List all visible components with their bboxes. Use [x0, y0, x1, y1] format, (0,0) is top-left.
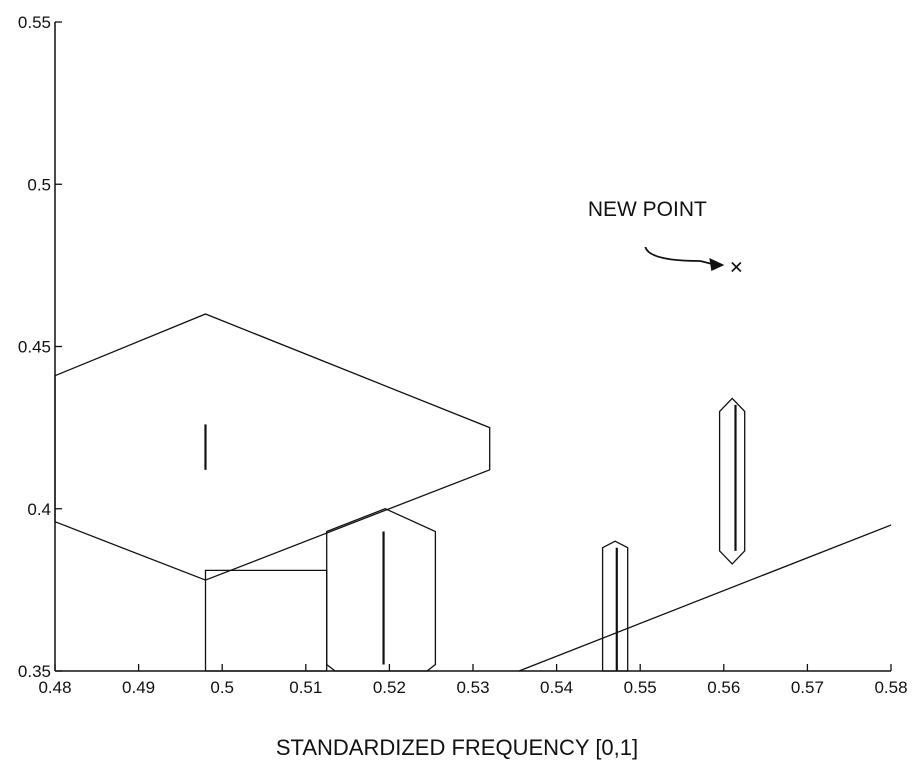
new-point-annotation: NEW POINT — [588, 198, 742, 273]
new-point-label: NEW POINT — [588, 198, 707, 221]
x-tick-label: 0.56 — [707, 678, 740, 697]
x-tick-label: 0.49 — [122, 678, 155, 697]
y-tick-label: 0.5 — [27, 175, 51, 194]
hexagon-region — [54, 313, 491, 581]
x-tick-label: 0.53 — [456, 678, 489, 697]
rectangle-region — [204, 569, 328, 672]
x-tick-label: 0.54 — [540, 678, 573, 697]
x-tick-label: 0.58 — [874, 678, 907, 697]
region-center-segments — [204, 404, 737, 671]
y-tick-label: 0.4 — [27, 500, 51, 519]
new-point-x-stroke — [731, 261, 742, 273]
y-tick-label: 0.45 — [18, 338, 51, 357]
new-point-arrow — [644, 246, 715, 266]
boundary-line — [518, 524, 892, 672]
x-axis-label: STANDARDIZED FREQUENCY [0,1] — [276, 735, 638, 760]
x-tick-label: 0.57 — [791, 678, 824, 697]
x-tick-label: 0.48 — [38, 678, 71, 697]
new-point-arrowhead — [709, 257, 725, 271]
x-ticks: 0.48 0.49 0.5 0.51 0.52 0.53 0.54 0.55 0.56 0.57 0… — [38, 664, 908, 697]
hexagon-region — [601, 540, 629, 672]
y-tick-label: 0.55 — [18, 13, 51, 32]
region-shapes — [54, 313, 892, 672]
new-point-marker — [731, 261, 742, 273]
x-tick-label: 0.55 — [624, 678, 657, 697]
x-tick-label: 0.5 — [210, 678, 234, 697]
y-tick-label: 0.35 — [18, 662, 51, 681]
hexagon-region — [718, 397, 746, 565]
x-tick-label: 0.51 — [289, 678, 322, 697]
y-ticks: 0.35 0.4 0.45 0.5 0.55 — [18, 13, 62, 681]
x-tick-label: 0.52 — [373, 678, 406, 697]
hexagon-region — [326, 507, 437, 672]
